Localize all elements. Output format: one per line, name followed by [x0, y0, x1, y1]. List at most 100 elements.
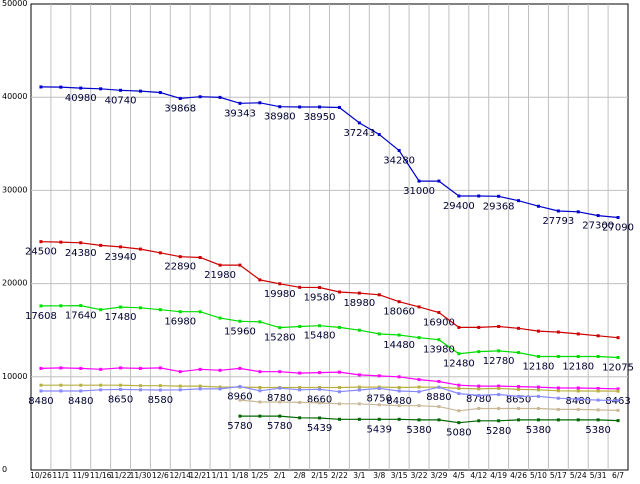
data-label: 5780 — [227, 421, 252, 432]
data-point — [79, 86, 83, 90]
series-line-6 — [239, 399, 619, 412]
data-label: 24500 — [25, 247, 57, 258]
data-point — [178, 310, 182, 314]
data-point — [158, 91, 162, 95]
data-point — [357, 328, 361, 332]
x-tick-label: 3/22 — [411, 471, 428, 480]
data-point — [218, 385, 222, 389]
data-label: 39868 — [164, 103, 196, 114]
data-point — [497, 419, 501, 423]
data-label: 13980 — [423, 345, 455, 356]
data-point — [596, 214, 600, 218]
data-label: 40740 — [105, 95, 137, 106]
data-label: 8780 — [466, 394, 491, 405]
data-point — [258, 101, 262, 105]
series-line-4 — [41, 384, 619, 392]
y-tick-label: 30000 — [2, 185, 27, 194]
x-tick-label: 3/8 — [373, 471, 385, 480]
data-point — [298, 105, 302, 109]
data-label: 12780 — [483, 356, 515, 367]
data-point — [79, 366, 83, 370]
data-point — [119, 383, 123, 387]
data-point — [497, 384, 501, 388]
data-point — [517, 418, 521, 422]
x-tick-label: 11/16 — [90, 471, 112, 480]
x-tick-label: 2/22 — [331, 471, 348, 480]
data-point — [119, 245, 123, 249]
data-label: 8480 — [386, 396, 411, 407]
data-point — [437, 405, 441, 409]
data-point — [397, 389, 401, 393]
data-point — [59, 389, 63, 393]
x-tick-label: 12/6 — [152, 471, 169, 480]
data-point — [178, 388, 182, 392]
data-point — [377, 374, 381, 378]
data-point — [377, 132, 381, 136]
data-point — [59, 240, 63, 244]
series-line-7 — [239, 415, 619, 424]
data-point — [556, 396, 560, 400]
data-point — [238, 398, 242, 402]
data-label: 8580 — [148, 395, 173, 406]
series-line-0 — [40, 86, 619, 219]
data-point — [298, 388, 302, 392]
data-point — [298, 285, 302, 289]
series-line-2 — [40, 304, 619, 359]
data-point — [198, 367, 202, 371]
data-label: 12075 — [602, 362, 634, 373]
data-point — [437, 338, 441, 342]
data-point — [337, 325, 341, 329]
x-tick-label: 3/29 — [431, 471, 448, 480]
data-point — [198, 387, 202, 391]
data-point — [357, 402, 361, 406]
data-point — [477, 194, 481, 198]
data-point — [576, 407, 580, 411]
x-tick-label: 3/1 — [353, 471, 365, 480]
data-label: 16980 — [164, 317, 196, 328]
data-point — [138, 306, 142, 310]
data-point — [318, 416, 322, 420]
data-point — [576, 354, 580, 358]
data-point — [39, 304, 43, 308]
data-point — [178, 96, 182, 100]
data-point — [397, 375, 401, 379]
data-point — [138, 366, 142, 370]
data-label: 5380 — [406, 425, 431, 436]
x-tick-label: 2/15 — [311, 471, 328, 480]
data-point — [119, 387, 123, 391]
data-point — [337, 105, 341, 109]
data-point — [576, 397, 580, 401]
data-label: 18980 — [343, 298, 375, 309]
data-point — [397, 300, 401, 304]
x-tick-label: 10/26 — [30, 471, 52, 480]
data-point — [238, 384, 242, 388]
x-tick-label: 4/26 — [510, 471, 527, 480]
data-point — [138, 247, 142, 251]
y-tick-label: 50000 — [2, 0, 27, 8]
data-point — [79, 304, 83, 308]
data-point — [337, 390, 341, 394]
data-point — [417, 418, 421, 422]
data-point — [119, 88, 123, 92]
data-point — [417, 336, 421, 340]
data-point — [497, 349, 501, 353]
data-label: 8960 — [227, 391, 252, 402]
data-point — [556, 354, 560, 358]
data-point — [457, 392, 461, 396]
data-point — [556, 209, 560, 213]
data-point — [178, 370, 182, 374]
data-label: 8880 — [426, 392, 451, 403]
data-point — [99, 383, 103, 387]
data-point — [397, 333, 401, 337]
data-point — [318, 386, 322, 390]
data-label: 5080 — [446, 428, 471, 439]
data-point — [218, 95, 222, 99]
data-point — [377, 386, 381, 390]
data-point — [497, 386, 501, 390]
data-label: 15280 — [264, 333, 296, 344]
data-point — [596, 418, 600, 422]
data-point — [417, 385, 421, 389]
data-point — [517, 199, 521, 203]
data-point — [298, 324, 302, 328]
data-point — [298, 386, 302, 390]
